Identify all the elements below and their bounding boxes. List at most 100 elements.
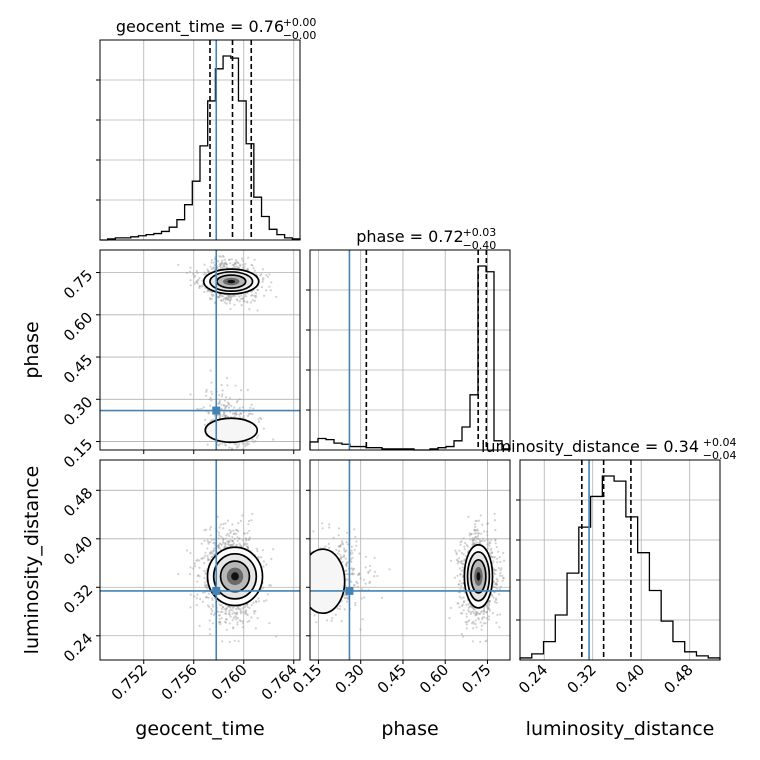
sample-point — [224, 542, 227, 546]
sample-point — [330, 619, 333, 623]
sample-point — [470, 532, 473, 536]
sample-point — [462, 587, 465, 591]
sample-point — [212, 418, 215, 421]
sample-point — [456, 574, 459, 577]
sample-point — [231, 263, 234, 266]
sample-point — [246, 603, 249, 606]
sample-point — [223, 258, 226, 261]
sample-point — [244, 612, 247, 615]
sample-point — [206, 290, 209, 293]
sample-point — [238, 295, 241, 298]
sample-point — [204, 585, 207, 588]
sample-point — [235, 260, 238, 263]
sample-point — [224, 262, 227, 265]
sample-point — [197, 559, 201, 562]
x-tick-label-luminosity_distance: 0.32 — [563, 661, 599, 697]
sample-point — [192, 567, 195, 570]
sample-point — [485, 617, 488, 620]
sample-point — [218, 296, 221, 299]
sample-point — [248, 606, 251, 610]
sample-point — [221, 389, 224, 392]
sample-point — [472, 542, 475, 545]
sample-point — [226, 294, 229, 297]
sample-point — [468, 610, 471, 613]
sample-point — [219, 523, 222, 526]
sample-point — [237, 530, 240, 533]
sample-point — [351, 567, 354, 570]
sample-point — [289, 567, 291, 569]
sample-point — [260, 556, 263, 559]
sample-point — [232, 529, 235, 532]
sample-point — [355, 580, 358, 584]
sample-point — [252, 407, 255, 410]
sample-point — [238, 263, 242, 266]
sample-point — [232, 626, 235, 629]
x-tick-label-phase: 0.45 — [374, 661, 410, 697]
sample-point — [218, 263, 221, 266]
sample-point — [265, 599, 268, 602]
sample-point — [458, 606, 461, 609]
sample-point — [223, 265, 226, 268]
sample-point — [193, 282, 196, 285]
sample-point — [213, 549, 216, 552]
sample-point — [228, 397, 231, 400]
sample-point — [328, 523, 331, 526]
sample-point — [251, 438, 254, 441]
sample-point — [225, 376, 229, 380]
sample-point — [224, 541, 227, 545]
sample-point — [233, 411, 236, 415]
sample-point — [220, 295, 224, 298]
sample-point — [335, 548, 338, 552]
sample-point — [364, 566, 367, 569]
sample-point — [456, 562, 459, 565]
sample-point — [224, 522, 227, 525]
sample-point — [457, 583, 461, 586]
sample-point — [483, 616, 486, 619]
x-tick-label-luminosity_distance: 0.48 — [660, 661, 696, 697]
sample-point — [460, 562, 463, 565]
sample-point — [468, 605, 472, 608]
sample-point — [229, 307, 232, 311]
sample-point — [198, 566, 201, 569]
sample-point — [467, 515, 470, 518]
sample-point — [226, 298, 229, 301]
sample-point — [487, 542, 490, 545]
scatter-panel-geocent_time-vs-phase — [96, 250, 300, 469]
sample-point — [203, 273, 206, 276]
sample-point — [177, 263, 180, 266]
sample-point — [255, 601, 258, 604]
sample-point — [262, 565, 265, 568]
sample-point — [495, 582, 498, 586]
sample-point — [495, 577, 498, 581]
sample-point — [246, 268, 250, 271]
sample-point — [369, 569, 372, 572]
sample-point — [241, 539, 244, 542]
sample-point — [218, 526, 221, 529]
sample-point — [246, 547, 250, 550]
sample-point — [212, 261, 215, 264]
sample-point — [241, 620, 245, 623]
sample-point — [228, 529, 231, 532]
x-axis-label-geocent_time: geocent_time — [135, 718, 264, 740]
sample-point — [207, 542, 210, 545]
sample-point — [488, 599, 491, 603]
sample-point — [463, 545, 466, 548]
sample-point — [207, 289, 210, 292]
sample-point — [208, 398, 211, 401]
sample-point — [339, 553, 342, 556]
scatter-panel-phase-vs-luminosity_distance — [289, 460, 510, 664]
sample-point — [251, 467, 253, 469]
sample-point — [475, 610, 478, 614]
sample-point — [492, 586, 496, 589]
sample-point — [345, 541, 348, 544]
sample-point — [233, 537, 236, 540]
sample-point — [224, 296, 227, 299]
sample-point — [480, 532, 483, 535]
contour-line — [212, 552, 258, 600]
sample-point — [234, 384, 237, 387]
sample-point — [189, 266, 192, 269]
sample-point — [244, 610, 247, 613]
sample-point — [260, 273, 263, 276]
sample-point — [230, 543, 234, 547]
sample-point — [486, 538, 489, 541]
